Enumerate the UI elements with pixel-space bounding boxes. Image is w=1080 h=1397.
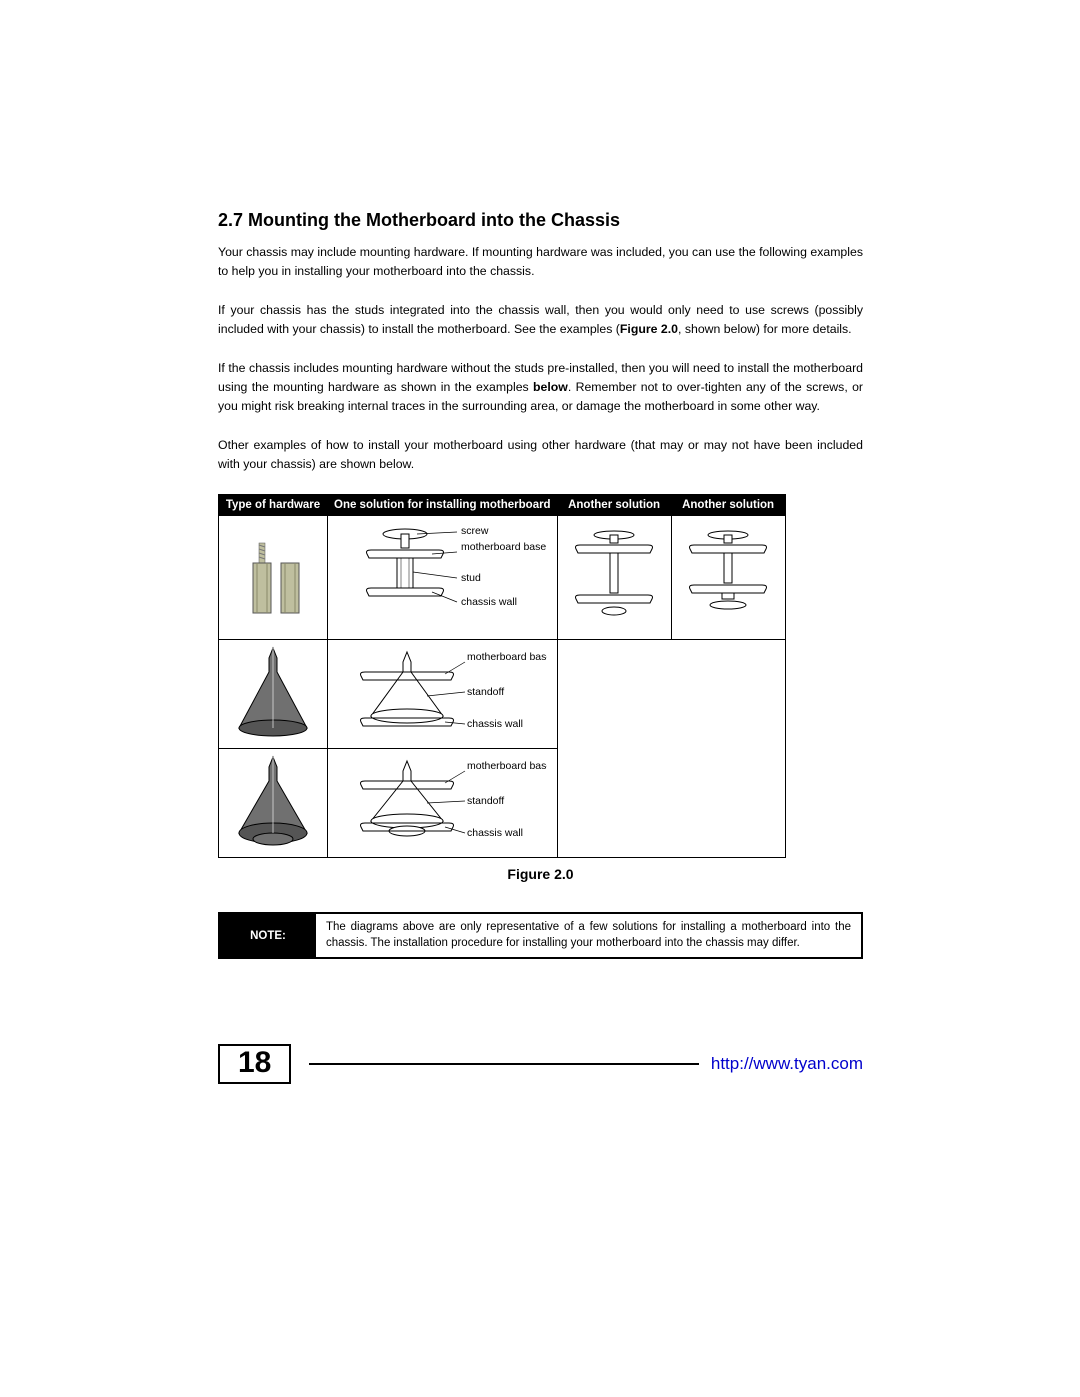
cell-sol1-row3: motherboard base standoff chassis wall [328,749,558,858]
cone-standoff-a-icon [223,644,323,744]
label-standoff3: standoff [467,795,504,807]
p2-text-c: , shown below) for more details. [678,322,852,336]
th-hardware: Type of hardware [219,495,328,516]
label-wall3: chassis wall [467,827,523,839]
label-mb3: motherboard base [467,760,547,772]
table-row: motherboard base standoff chassis wall [219,640,786,749]
label-stud: stud [461,572,481,584]
note-box: NOTE: The diagrams above are only repres… [218,912,863,959]
paragraph-3: If the chassis includes mounting hardwar… [218,359,863,416]
label-mb: motherboard base [461,541,546,553]
th-sol3: Another solution [671,495,785,516]
cell-sol1-row2: motherboard base standoff chassis wall [328,640,558,749]
cone-standoff-b-icon [223,753,323,853]
paragraph-2: If your chassis has the studs integrated… [218,301,863,339]
label-mb2: motherboard base [467,651,547,663]
page-content: 2.7 Mounting the Motherboard into the Ch… [218,210,863,959]
table-row: screw motherboard base stud chassis wall [219,516,786,640]
cell-hardware-cone2 [219,749,328,858]
page-footer: 18 http://www.tyan.com [218,1044,863,1084]
footer-url: http://www.tyan.com [711,1054,863,1074]
label-screw: screw [461,525,489,537]
cell-empty-r2c4 [671,640,785,749]
label-wall2: chassis wall [467,718,523,730]
cell-hardware-studs [219,516,328,640]
cell-empty-r3c4 [671,749,785,858]
footer-rule [309,1063,699,1065]
table-row: motherboard base standoff chassis wall [219,749,786,858]
paragraph-4: Other examples of how to install your mo… [218,436,863,474]
stud-hardware-icon [223,523,323,633]
cone-diagram-b-icon: motherboard base standoff chassis wall [337,753,547,853]
cell-empty-r3c3 [557,749,671,858]
label-standoff2: standoff [467,686,504,698]
cone-diagram-a-icon: motherboard base standoff chassis wall [337,644,547,744]
paragraph-1: Your chassis may include mounting hardwa… [218,243,863,281]
section-heading: 2.7 Mounting the Motherboard into the Ch… [218,210,863,231]
figure-caption: Figure 2.0 [218,866,863,882]
th-sol1: One solution for installing motherboard [328,495,558,516]
cell-sol3-row1 [671,516,785,640]
note-text: The diagrams above are only representati… [316,914,861,957]
cell-hardware-cone1 [219,640,328,749]
cell-empty-r2c3 [557,640,671,749]
alt-solution-a-icon [562,523,667,633]
figure-table: Type of hardware One solution for instal… [218,494,786,858]
cell-sol1-row1: screw motherboard base stud chassis wall [328,516,558,640]
page-number: 18 [218,1044,291,1084]
table-header-row: Type of hardware One solution for instal… [219,495,786,516]
alt-solution-b-icon [676,523,781,633]
p3-bold: below [533,380,568,394]
note-label: NOTE: [220,914,316,957]
p2-bold: Figure 2.0 [620,322,678,336]
screw-stud-diagram-icon: screw motherboard base stud chassis wall [337,520,547,635]
cell-sol2-row1 [557,516,671,640]
th-sol2: Another solution [557,495,671,516]
label-wall: chassis wall [461,596,517,608]
